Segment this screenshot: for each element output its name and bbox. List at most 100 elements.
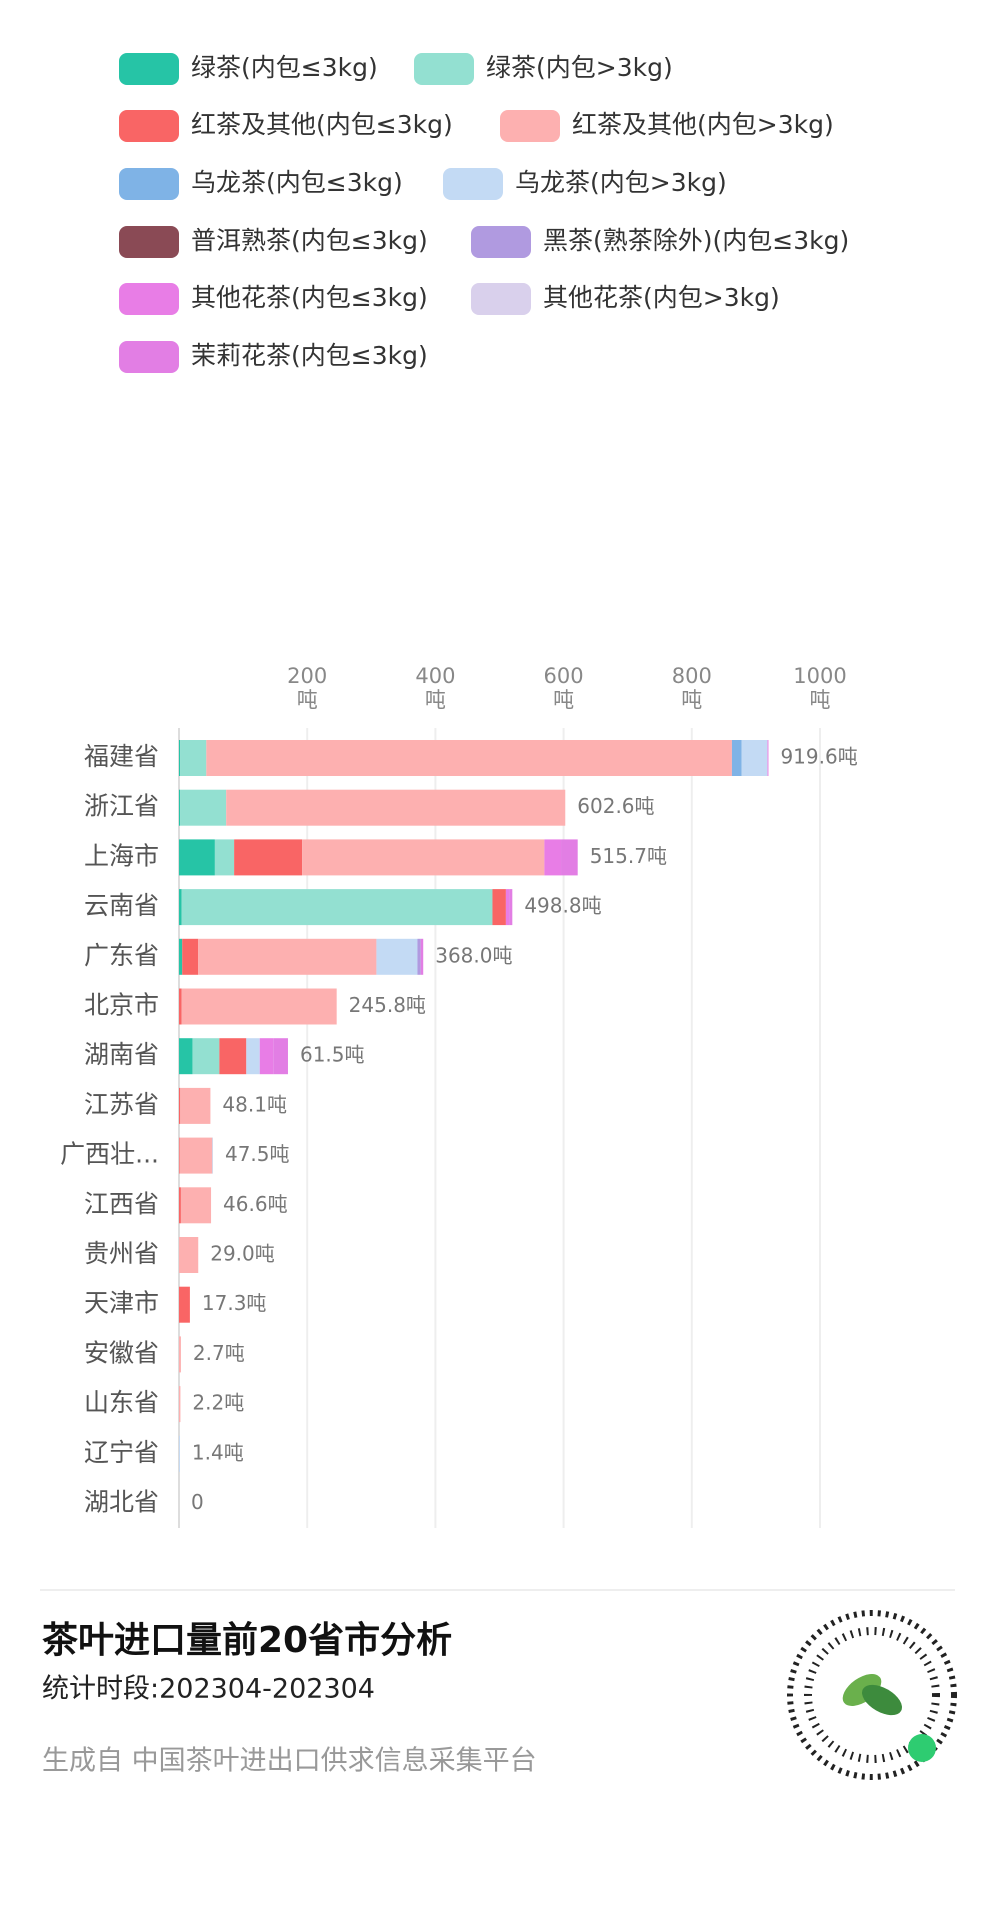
legend-label: 绿茶(内包≤3kg) [191, 53, 378, 82]
y-tick-label: 北京市 [84, 991, 159, 1020]
legend-label: 其他花茶(内包≤3kg) [191, 283, 428, 312]
bar-segment [179, 1087, 181, 1124]
value-label: 602.6吨 [577, 794, 654, 818]
qr-code [787, 1610, 957, 1780]
bar-segment [492, 889, 506, 926]
y-tick-label: 广西壮... [60, 1140, 159, 1169]
value-label: 47.5吨 [225, 1142, 290, 1166]
value-label: 17.3吨 [202, 1291, 267, 1315]
bar-segment [214, 839, 235, 876]
x-tick-label: 200 [287, 664, 327, 688]
bar-segment [179, 1137, 213, 1174]
x-tick-label: 600 [544, 664, 584, 688]
value-label: 46.6吨 [223, 1192, 288, 1216]
bar-segment [179, 1336, 181, 1373]
bar-segment [226, 789, 566, 826]
chart-title: 茶叶进口量前20省市分析 [42, 1620, 452, 1661]
x-tick-unit: 吨 [297, 688, 318, 712]
bar-segment [179, 988, 182, 1025]
y-tick-label: 福建省 [84, 742, 159, 771]
y-tick-label: 山东省 [84, 1388, 159, 1417]
legend-label: 茉莉花茶(内包≤3kg) [191, 341, 428, 370]
bar-segment [509, 889, 513, 926]
bar-segment [212, 1137, 213, 1174]
y-tick-label: 云南省 [84, 891, 159, 920]
value-label: 48.1吨 [222, 1092, 287, 1116]
y-tick-label: 浙江省 [84, 792, 159, 821]
bar-segment [179, 1286, 190, 1323]
bar-segment [234, 839, 303, 876]
bar-segment [180, 789, 227, 826]
bar-segment [182, 938, 199, 975]
legend-label: 红茶及其他(内包≤3kg) [191, 110, 453, 139]
bar-segment [198, 938, 377, 975]
value-label: 498.8吨 [524, 894, 601, 918]
legend-swatch [471, 226, 531, 258]
legend-label: 红茶及其他(内包>3kg) [572, 110, 834, 139]
legend-label: 黑茶(熟茶除外)(内包≤3kg) [543, 226, 849, 255]
bar-segment [180, 740, 207, 776]
bar-segment [181, 889, 493, 926]
bar-segment [179, 740, 181, 776]
bar-segment [544, 839, 562, 876]
x-tick-label: 1000 [793, 664, 846, 688]
bar-segment [179, 938, 183, 975]
value-label: 61.5吨 [300, 1043, 365, 1067]
bar-segment [376, 938, 418, 975]
bar-segment [246, 1038, 260, 1075]
value-label: 919.6吨 [780, 745, 857, 769]
legend-label: 绿茶(内包>3kg) [486, 53, 673, 82]
x-tick-label: 400 [415, 664, 455, 688]
value-label: 368.0吨 [435, 943, 512, 967]
bar-segment [206, 740, 732, 776]
bar-segment [259, 1038, 274, 1075]
source: 生成自 中国茶叶进出口供求信息采集平台 [42, 1746, 537, 1777]
value-label: 1.4吨 [192, 1440, 244, 1464]
legend-swatch [443, 168, 503, 200]
bar-segment [179, 1435, 180, 1472]
bar-segment [180, 1087, 211, 1124]
legend-swatch [414, 53, 474, 85]
y-tick-label: 湖南省 [84, 1040, 159, 1069]
bar-segment [273, 1038, 288, 1075]
value-label: 2.7吨 [193, 1341, 245, 1365]
bar-segment [417, 938, 421, 975]
subtitle: 统计时段:202304-202304 [42, 1674, 375, 1705]
legend-label: 其他花茶(内包>3kg) [543, 283, 780, 312]
legend-swatch [119, 53, 179, 85]
y-tick-label: 广东省 [84, 941, 159, 970]
bar-segment [302, 839, 545, 876]
bar-segment [179, 839, 215, 876]
value-label: 515.7吨 [590, 844, 667, 868]
y-tick-label: 辽宁省 [84, 1438, 159, 1467]
x-tick-unit: 吨 [810, 688, 831, 712]
bar-segment [420, 938, 424, 975]
bar-segment [180, 1187, 212, 1224]
y-tick-label: 湖北省 [84, 1488, 159, 1517]
legend-label: 乌龙茶(内包>3kg) [515, 168, 727, 197]
value-label: 2.2吨 [192, 1391, 244, 1415]
y-tick-label: 贵州省 [84, 1239, 159, 1268]
bar-segment [767, 740, 769, 776]
bar-segment [741, 740, 768, 776]
legend-swatch [471, 283, 531, 315]
legend-swatch [119, 283, 179, 315]
x-tick-unit: 吨 [681, 688, 702, 712]
y-tick-label: 天津市 [84, 1289, 159, 1318]
bar-segment [181, 988, 337, 1025]
legend-label: 普洱熟茶(内包≤3kg) [191, 226, 428, 255]
bar-segment [179, 1386, 181, 1423]
y-tick-label: 江苏省 [84, 1090, 159, 1119]
legend-label: 乌龙茶(内包≤3kg) [191, 168, 403, 197]
y-tick-label: 上海市 [84, 841, 159, 870]
legend-swatch [500, 110, 560, 142]
x-tick-label: 800 [672, 664, 712, 688]
value-label: 245.8吨 [349, 993, 426, 1017]
legend-swatch [119, 110, 179, 142]
y-tick-label: 江西省 [84, 1189, 159, 1218]
bar-segment [561, 839, 578, 876]
bar-segment [219, 1038, 247, 1075]
bar-segment [179, 1038, 193, 1075]
